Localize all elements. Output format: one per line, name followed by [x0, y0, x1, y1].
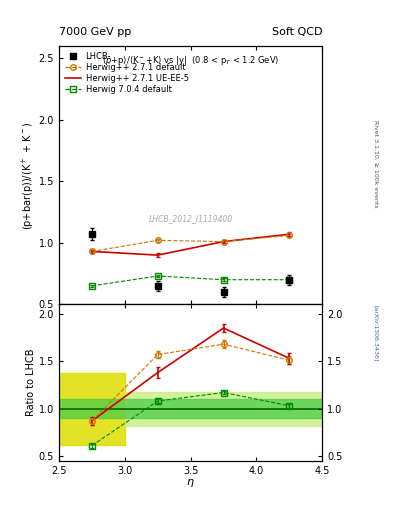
X-axis label: $\eta$: $\eta$ — [186, 477, 195, 489]
Text: Soft QCD: Soft QCD — [272, 27, 322, 37]
Text: ($\bar{p}$+p)/(K$^-$+K) vs |y|  (0.8 < p$_T$ < 1.2 GeV): ($\bar{p}$+p)/(K$^-$+K) vs |y| (0.8 < p$… — [102, 54, 279, 67]
Text: Rivet 3.1.10, ≥ 100k events: Rivet 3.1.10, ≥ 100k events — [373, 120, 378, 208]
Text: 7000 GeV pp: 7000 GeV pp — [59, 27, 131, 37]
Y-axis label: Ratio to LHCB: Ratio to LHCB — [26, 349, 36, 416]
Text: LHCB_2012_I1119400: LHCB_2012_I1119400 — [149, 215, 233, 224]
Legend: LHCB, Herwig++ 2.7.1 default, Herwig++ 2.7.1 UE-EE-5, Herwig 7.0.4 default: LHCB, Herwig++ 2.7.1 default, Herwig++ 2… — [63, 50, 190, 96]
Text: [arXiv:1306.3436]: [arXiv:1306.3436] — [373, 305, 378, 361]
Y-axis label: (p+bar(p))/(K$^+$ + K$^-$): (p+bar(p))/(K$^+$ + K$^-$) — [21, 121, 36, 229]
